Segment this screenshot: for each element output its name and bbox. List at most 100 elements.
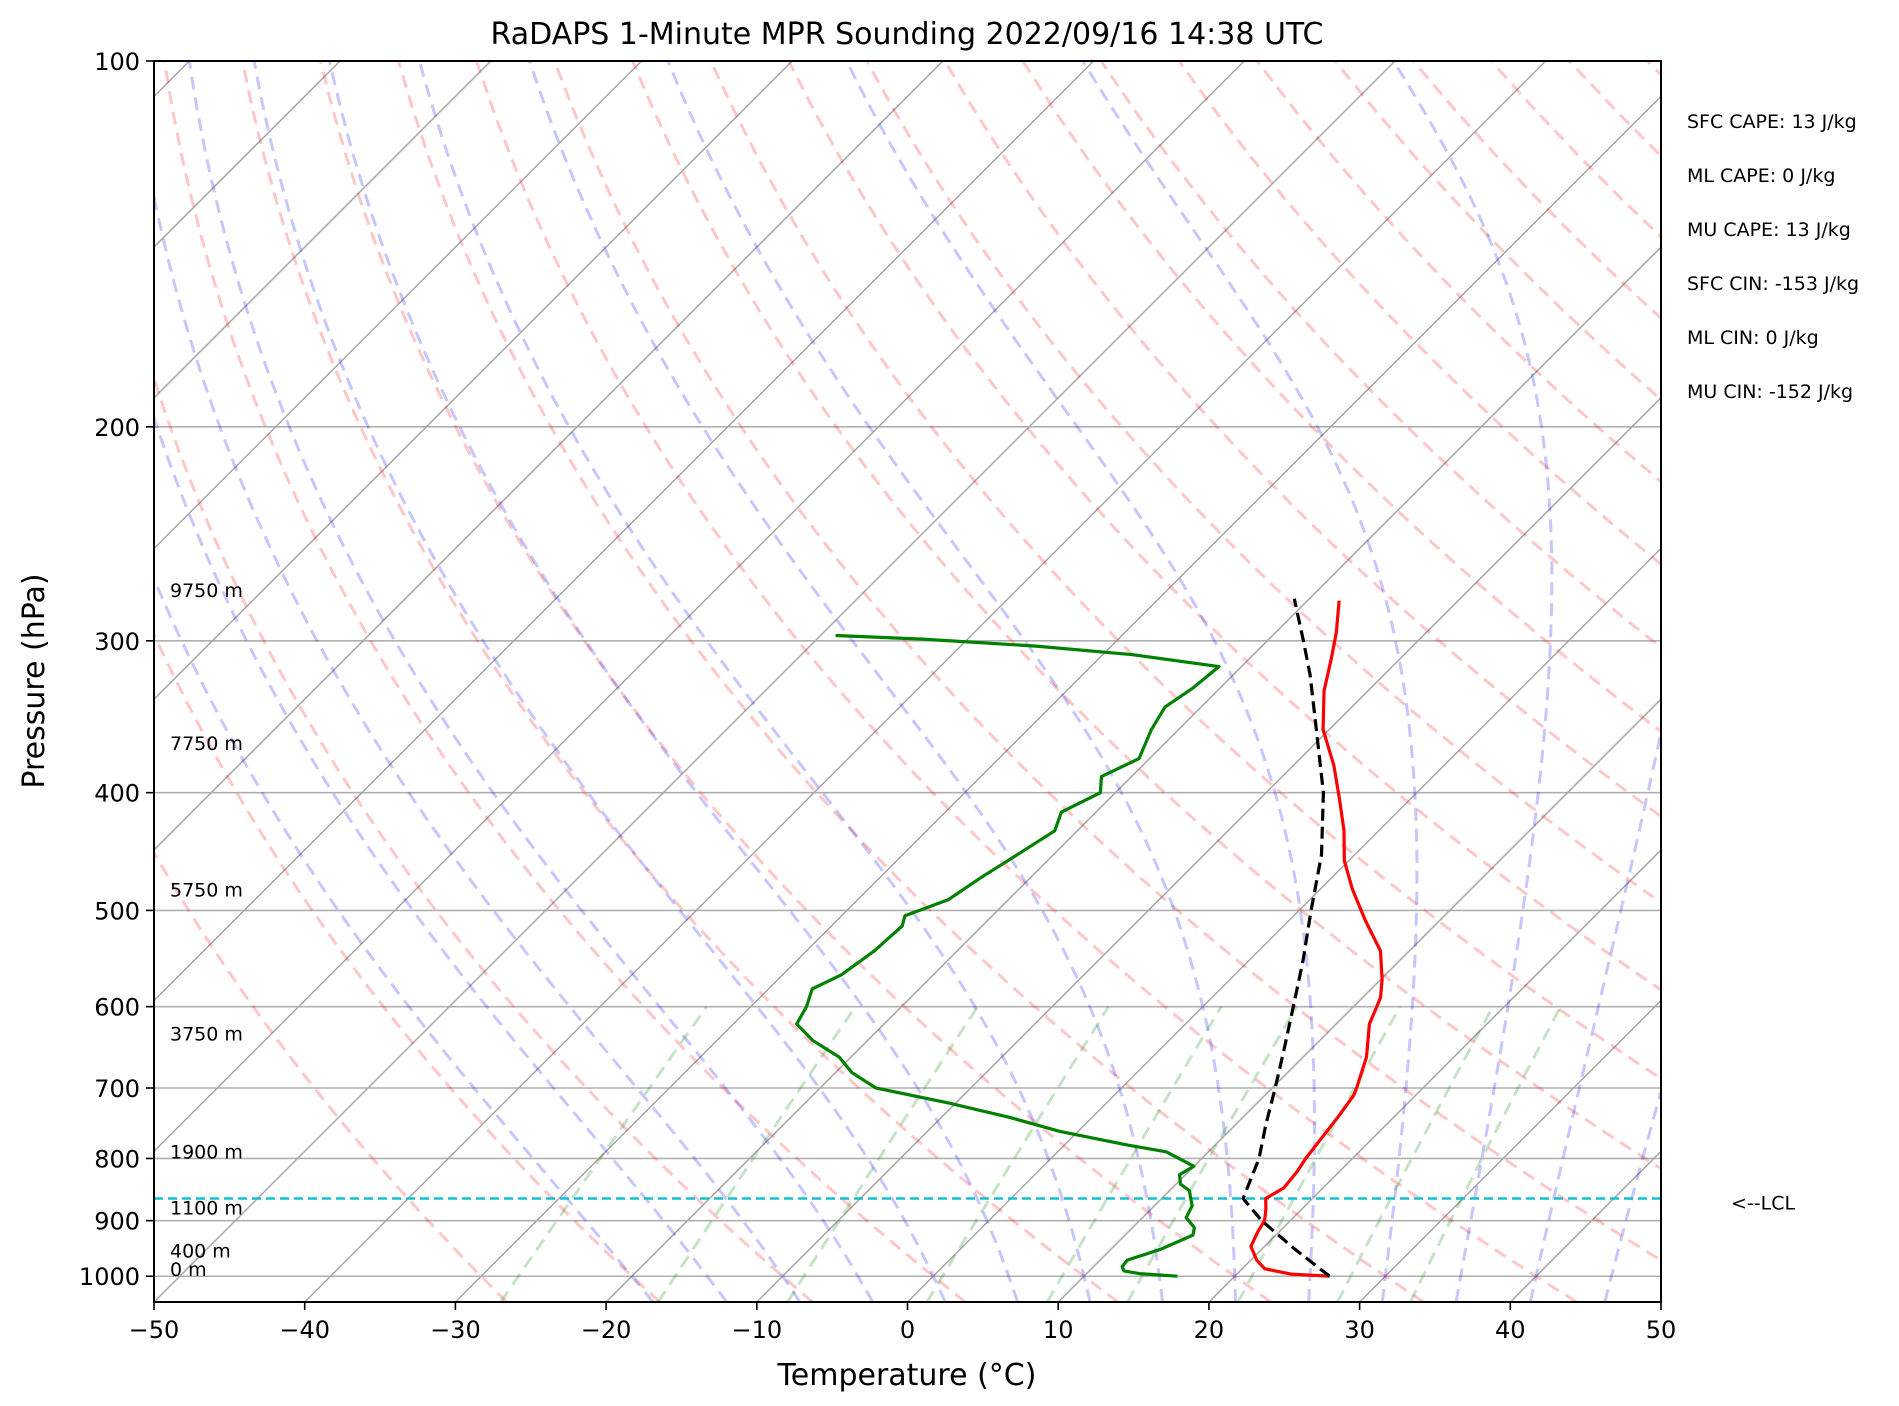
x-tick-label: 20	[1194, 1316, 1225, 1344]
stability-indices: SFC CAPE: 13 J/kg ML CAPE: 0 J/kg MU CAPE:…	[1687, 111, 1859, 403]
y-tick-label: 300	[94, 628, 140, 656]
moist-adiabat-line	[328, 61, 1020, 1302]
dry-adiabat-line	[631, 61, 1661, 1171]
moist-adiabat-line	[154, 412, 728, 1302]
sounding-profiles	[795, 598, 1384, 1278]
moist-adiabat-line	[187, 61, 875, 1302]
dry-adiabat-line	[154, 373, 814, 1302]
dry-adiabat-line	[787, 61, 1661, 992]
moist-adiabat-line	[1603, 1085, 1661, 1302]
isotherm-line	[154, 61, 944, 851]
parcel-path-line	[1241, 598, 1331, 1278]
plot-area	[154, 61, 1661, 1302]
height-label: 400 m	[170, 1240, 231, 1262]
height-label: 7750 m	[170, 733, 243, 755]
y-tick-label: 500	[94, 897, 140, 925]
moist-adiabat-line	[528, 61, 1165, 1302]
stability-index-text: MU CAPE: 13 J/kg	[1687, 219, 1851, 241]
temperature-profile-line	[1249, 600, 1384, 1278]
height-label: 5750 m	[170, 880, 243, 902]
stability-index-text: MU CIN: -152 J/kg	[1687, 381, 1853, 403]
moist-adiabat-line	[252, 61, 947, 1302]
height-label: 0 m	[170, 1259, 207, 1281]
x-tick-label: −50	[129, 1316, 180, 1344]
isotherm-line	[154, 61, 1245, 1153]
x-tick-label: −30	[430, 1316, 481, 1344]
chart-title: RaDAPS 1-Minute MPR Sounding 2022/09/16 …	[491, 17, 1324, 52]
moist-adiabat-line	[845, 61, 1316, 1302]
dry-adiabat-line	[1021, 61, 1661, 734]
y-tick-label: 800	[94, 1145, 140, 1173]
mixing-ratio-line	[1126, 1005, 1298, 1302]
moist-adiabat-line	[666, 61, 1237, 1302]
isotherm-line	[906, 547, 1661, 1302]
dry-adiabat-line	[240, 61, 1119, 1302]
isotherm-line	[154, 61, 1396, 1302]
x-tick-label: 50	[1646, 1316, 1677, 1344]
isotherm-line	[154, 61, 1095, 1002]
mixing-ratio-line	[656, 1005, 857, 1302]
x-tick-label: −40	[279, 1316, 330, 1344]
moist-adiabats	[154, 61, 1661, 1302]
y-axis-label: Pressure (hPa)	[17, 573, 52, 788]
moist-adiabat-line	[154, 574, 655, 1302]
dry-adiabats	[154, 61, 1661, 1302]
isotherm-line	[454, 95, 1661, 1302]
y-tick-label: 900	[94, 1208, 140, 1236]
stability-index-text: SFC CAPE: 13 J/kg	[1687, 111, 1857, 133]
mixing-ratio-line	[1408, 1005, 1562, 1302]
dry-adiabat-line	[1099, 61, 1661, 650]
x-tick-label: −10	[731, 1316, 782, 1344]
height-label: 9750 m	[170, 580, 243, 602]
skewed-isotherms	[154, 61, 1661, 1302]
x-tick-label: −20	[581, 1316, 632, 1344]
x-tick-label: 30	[1344, 1316, 1375, 1344]
isotherm-line	[1057, 698, 1661, 1302]
stability-index-text: ML CAPE: 0 J/kg	[1687, 165, 1835, 187]
moist-adiabat-line	[417, 61, 1092, 1302]
dry-adiabat-line	[396, 61, 1425, 1302]
isotherm-line	[756, 396, 1661, 1302]
height-label: 1100 m	[170, 1198, 243, 1220]
x-tick-label: 40	[1495, 1316, 1526, 1344]
height-label: 1900 m	[170, 1141, 243, 1163]
moist-adiabat-line	[1528, 725, 1661, 1302]
x-tick-label: 0	[900, 1316, 915, 1344]
y-tick-label: 100	[94, 48, 140, 76]
isotherm-line	[1359, 999, 1661, 1302]
height-label: 3750 m	[170, 1024, 243, 1046]
mixing-ratio-line	[1336, 1005, 1495, 1302]
moist-adiabat-line	[154, 189, 802, 1302]
x-axis-label: Temperature (°C)	[777, 1358, 1037, 1393]
dry-adiabat-line	[162, 61, 967, 1302]
mixing-ratio-line	[1045, 1005, 1223, 1302]
dry-adiabat-line	[865, 61, 1661, 905]
x-tick-label: 10	[1043, 1316, 1074, 1344]
y-axis-ticks: 100 200 300 400 500 600 700 800 900 1000	[79, 48, 154, 1291]
isotherm-line	[605, 246, 1661, 1302]
dry-adiabat-line	[709, 61, 1661, 1081]
isotherm-line	[154, 61, 643, 550]
y-tick-label: 1000	[79, 1263, 140, 1291]
pressure-gridlines	[154, 61, 1661, 1278]
isotherm-line	[154, 61, 492, 399]
stability-index-text: SFC CIN: -153 J/kg	[1687, 273, 1859, 295]
moist-adiabat-line	[1081, 61, 1419, 1302]
dry-adiabat-line	[943, 61, 1661, 819]
dry-adiabat-line	[475, 61, 1578, 1302]
x-axis-ticks: −50 −40 −30 −20 −10 0 10 20 30 40 50	[129, 1302, 1677, 1344]
isotherm-line	[1208, 848, 1661, 1302]
y-tick-label: 600	[94, 994, 140, 1022]
y-tick-label: 700	[94, 1075, 140, 1103]
y-tick-label: 400	[94, 780, 140, 808]
lcl-label: <--LCL	[1731, 1192, 1795, 1214]
dry-adiabat-line	[553, 61, 1661, 1263]
isotherm-line	[304, 61, 1547, 1302]
moist-adiabat-line	[1392, 61, 1554, 1302]
mixing-ratio-line	[925, 1005, 1110, 1302]
dry-adiabat-line	[318, 61, 1272, 1302]
y-tick-label: 200	[94, 414, 140, 442]
isotherm-line	[154, 61, 793, 701]
dry-adiabat-line	[1177, 61, 1661, 567]
